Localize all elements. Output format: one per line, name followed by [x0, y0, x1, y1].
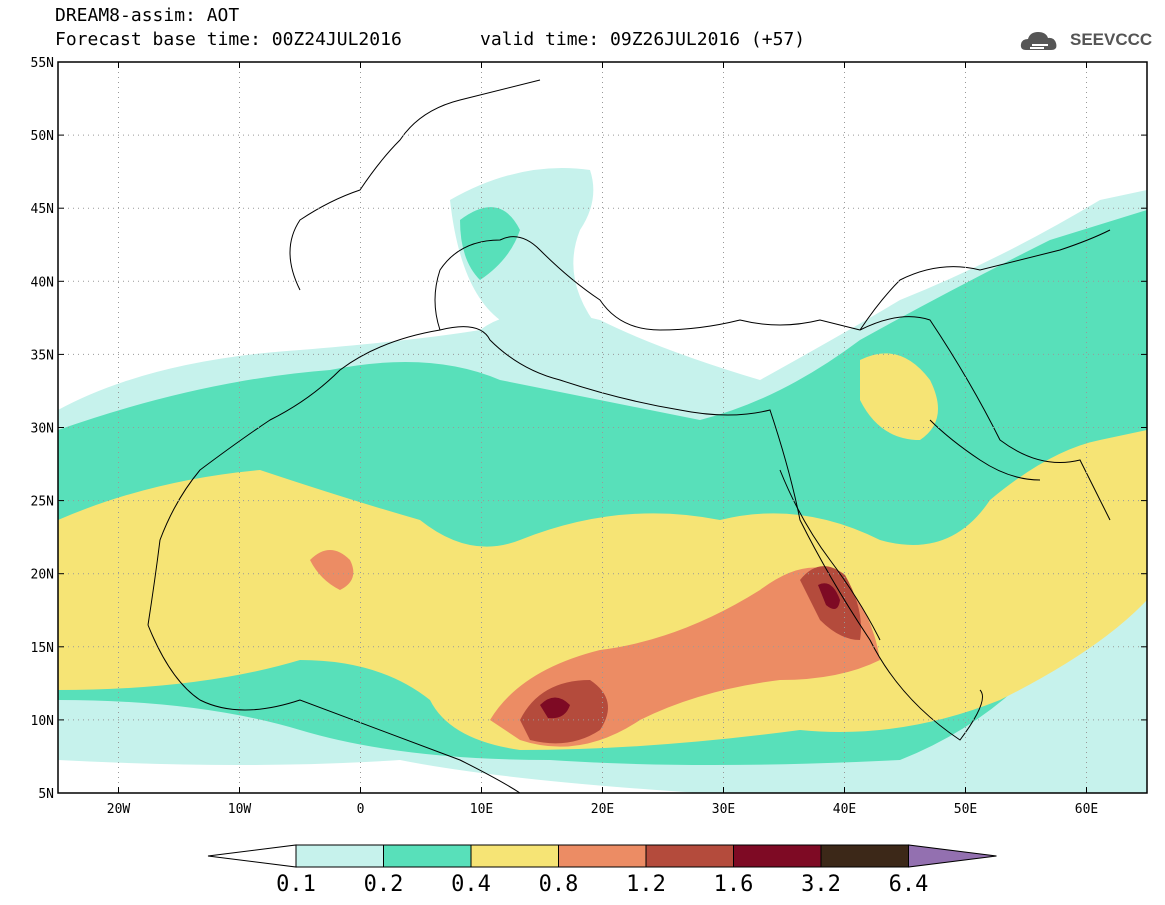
lat-label: 10N: [31, 714, 54, 729]
lat-label: 5N: [38, 787, 54, 802]
lat-label: 40N: [31, 275, 54, 290]
colorbar-swatch: [645, 844, 734, 868]
aot-band-0.2-med: [460, 207, 520, 280]
colorbar: 0.1 0.2 0.4 0.8 1.2 1.6 3.2 6.4: [207, 844, 997, 897]
axis-ticks: 55N 50N 45N 40N 35N 30N 25N 20N 15N 10N 5N 20W 10W 0 1…: [31, 56, 1147, 817]
lon-label: 20W: [107, 802, 131, 817]
colorbar-swatch: [558, 844, 647, 868]
colorbar-label: 1.2: [626, 872, 666, 897]
forecast-base-time: Forecast base time: 00Z24JUL2016: [55, 29, 402, 50]
lat-label: 35N: [31, 348, 54, 363]
aot-band-1.6-ethiopia: [818, 583, 840, 609]
lat-label: 55N: [31, 56, 54, 71]
colorbar-label: 3.2: [801, 872, 841, 897]
lon-label: 40E: [833, 802, 856, 817]
colorbar-label: 0.8: [539, 872, 579, 897]
lat-label: 30N: [31, 422, 54, 437]
colorbar-swatch: [383, 844, 472, 868]
aot-band-0.8-sahel: [310, 550, 354, 590]
lon-label: 30E: [712, 802, 735, 817]
colorbar-label: 0.4: [451, 872, 491, 897]
lat-label: 20N: [31, 568, 54, 583]
valid-time: valid time: 09Z26JUL2016 (+57): [480, 29, 806, 50]
coastlines: [147, 79, 1111, 793]
lon-label: 60E: [1075, 802, 1098, 817]
lon-label: 20E: [591, 802, 614, 817]
lon-label: 0: [357, 802, 365, 817]
lon-label: 10W: [228, 802, 252, 817]
lat-label: 45N: [31, 202, 54, 217]
lat-label: 50N: [31, 129, 54, 144]
colorbar-label: 6.4: [889, 872, 929, 897]
lon-label: 50E: [954, 802, 977, 817]
aot-band-0.4: [58, 430, 1147, 750]
lat-label: 25N: [31, 495, 54, 510]
map-title: DREAM8-assim: AOT: [55, 5, 240, 26]
colorbar-swatch: [470, 844, 559, 868]
colorbar-label: 1.6: [714, 872, 754, 897]
aot-band-1.6: [540, 697, 570, 719]
colorbar-left-arrow: [207, 844, 297, 868]
logo-text: SEEVCCC: [1070, 30, 1153, 49]
colorbar-right-arrow: [908, 844, 997, 868]
colorbar-swatch: [733, 844, 822, 868]
lon-label: 10E: [470, 802, 493, 817]
colorbar-swatch: [820, 844, 909, 868]
colorbar-label: 0.1: [276, 872, 316, 897]
cloud-logo-icon: [1020, 32, 1057, 50]
colorbar-swatch: [295, 844, 384, 868]
lat-label: 15N: [31, 641, 54, 656]
aot-band-0.4-iraq: [860, 353, 938, 440]
graticule: [58, 62, 1147, 793]
colorbar-label: 0.2: [364, 872, 404, 897]
